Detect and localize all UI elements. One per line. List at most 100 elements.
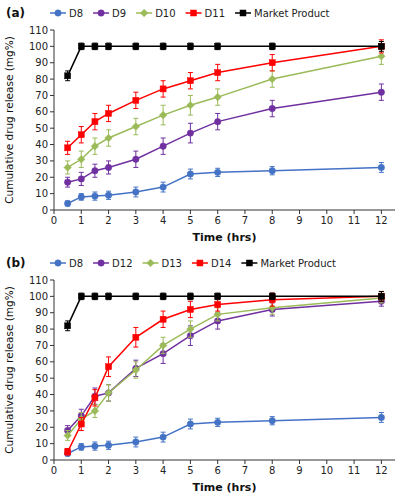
error-bar — [379, 40, 384, 53]
panel: 0123456789101112010203040506070809010011… — [3, 256, 395, 494]
x-tick-label: 6 — [214, 215, 220, 226]
error-bar — [270, 293, 275, 306]
y-tick — [50, 62, 54, 63]
legend-marker — [197, 260, 203, 266]
error-bar-cap — [92, 177, 97, 178]
x-tick-label: 6 — [214, 465, 220, 476]
error-bar-cap — [161, 363, 166, 364]
legend-marker — [246, 260, 252, 266]
error-bar-cap — [270, 174, 275, 175]
error-bar-cap — [106, 129, 111, 130]
series-line — [68, 56, 382, 167]
error-bar-cap — [270, 306, 275, 307]
data-point — [132, 123, 140, 131]
y-tick — [50, 329, 54, 330]
legend-marker — [98, 260, 104, 266]
y-tick-label: 30 — [35, 155, 48, 166]
x-tick — [244, 210, 245, 214]
series-line — [68, 92, 382, 182]
error-bar-cap — [270, 100, 275, 101]
error-bar-cap — [65, 430, 70, 431]
error-bar-cap — [161, 80, 166, 81]
error-bar — [106, 43, 111, 50]
error-bar-cap — [215, 426, 220, 427]
data-point — [133, 334, 139, 340]
error-bar-cap — [106, 441, 111, 442]
error-bar-cap — [161, 432, 166, 433]
y-tick — [50, 79, 54, 80]
error-bar — [133, 293, 138, 300]
error-bar-cap — [188, 115, 193, 116]
error-bar-cap — [379, 422, 384, 423]
error-bar-cap — [65, 330, 70, 331]
legend: D8D12D13D14Market Product — [50, 258, 336, 269]
x-tick-label: 1 — [78, 465, 84, 476]
error-bar-cap — [215, 129, 220, 130]
legend-label: D12 — [112, 258, 132, 269]
data-point — [160, 434, 166, 440]
x-tick-label: 7 — [242, 465, 248, 476]
y-axis-label: Cumulative drug release (mg%) — [3, 36, 15, 204]
error-bar — [215, 43, 220, 50]
data-point — [77, 155, 85, 163]
data-point — [214, 93, 222, 101]
error-bar — [379, 293, 384, 303]
x-axis-line — [54, 460, 395, 461]
error-bar — [79, 194, 84, 201]
error-bar-cap — [379, 41, 384, 42]
data-point — [105, 389, 113, 397]
data-point — [78, 421, 84, 427]
data-point — [160, 143, 166, 149]
axes: 0123456789101112010203040506070809010011… — [29, 275, 395, 477]
data-point — [65, 323, 71, 329]
x-tick-label: 10 — [320, 215, 333, 226]
series — [65, 291, 385, 455]
y-tick — [50, 128, 54, 129]
error-bar-cap — [379, 412, 384, 413]
error-bar — [65, 321, 70, 331]
error-bar-cap — [79, 185, 84, 186]
data-point — [378, 164, 384, 170]
y-tick — [50, 144, 54, 145]
error-bar-cap — [270, 316, 275, 317]
legend-marker — [98, 10, 104, 16]
error-bar-cap — [106, 174, 111, 175]
data-point — [78, 132, 84, 138]
y-tick-label: 10 — [35, 188, 48, 199]
error-bar-cap — [188, 88, 193, 89]
data-point — [187, 306, 193, 312]
error-bar-cap — [188, 178, 193, 179]
series — [64, 163, 384, 207]
error-bar-cap — [379, 172, 384, 173]
y-tick-label: 70 — [35, 340, 48, 351]
x-tick-label: 5 — [187, 215, 193, 226]
series — [64, 84, 384, 187]
error-bar-cap — [65, 174, 70, 175]
error-bar — [106, 191, 111, 199]
y-tick — [50, 111, 54, 112]
error-bar-cap — [92, 389, 97, 390]
data-point — [64, 179, 70, 185]
error-bar — [92, 113, 97, 129]
error-bar-cap — [92, 200, 97, 201]
data-point — [160, 184, 166, 190]
data-point — [92, 293, 98, 299]
error-bar — [188, 43, 193, 50]
error-bar-cap — [161, 311, 166, 312]
x-tick — [354, 210, 355, 214]
panel: 0123456789101112010203040506070809010011… — [3, 6, 395, 244]
x-tick-label: 9 — [296, 215, 302, 226]
x-tick — [190, 460, 191, 464]
data-point — [133, 156, 139, 162]
error-bar — [215, 64, 220, 80]
y-tick-label: 100 — [29, 291, 48, 302]
x-tick-label: 11 — [348, 215, 361, 226]
error-bar-cap — [188, 142, 193, 143]
data-point — [92, 43, 98, 49]
x-tick — [326, 460, 327, 464]
data-point — [378, 43, 384, 49]
data-point — [106, 110, 112, 116]
legend-item: D13 — [143, 258, 182, 269]
error-bar — [133, 43, 138, 50]
error-bar-cap — [65, 141, 70, 142]
